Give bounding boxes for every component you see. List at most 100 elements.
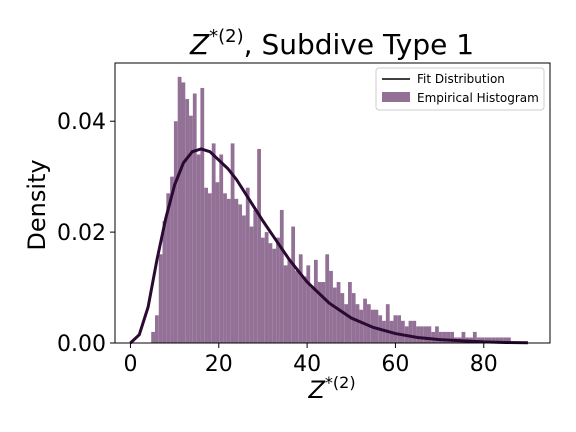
histogram-bar	[155, 315, 159, 343]
plot-frame	[114, 62, 551, 344]
histogram-bar	[223, 193, 227, 343]
histogram-bar	[408, 320, 413, 343]
histogram-bar	[181, 82, 186, 343]
y-axis-ticks: 0.00 0.02 0.04	[57, 110, 115, 357]
histogram-bar	[162, 221, 167, 343]
x-tick-label: 20	[205, 352, 233, 377]
legend-hist-swatch	[382, 92, 410, 102]
x-tick-label: 40	[293, 352, 321, 377]
histogram-bar	[196, 154, 201, 343]
y-tick-label: 0.02	[57, 221, 106, 246]
histogram-bar	[480, 337, 485, 343]
x-tick-label: 0	[123, 352, 137, 377]
histogram-bar	[446, 331, 451, 343]
histogram-bar	[185, 99, 190, 343]
histogram-bar	[260, 237, 265, 343]
histogram-bar	[215, 182, 220, 343]
histogram-bar	[355, 304, 360, 343]
histogram-bar	[207, 193, 212, 343]
histogram-bar	[385, 304, 390, 343]
histogram-bar	[204, 187, 208, 343]
histogram-bar	[158, 254, 163, 343]
histogram-bar	[442, 331, 447, 343]
histogram-bar	[302, 276, 307, 343]
histogram-bar	[298, 254, 303, 343]
histogram-bar	[332, 287, 337, 343]
histogram-bar	[317, 282, 322, 343]
x-tick-label: 80	[470, 352, 498, 377]
y-axis-label: Density	[23, 159, 51, 250]
histogram-bar	[234, 198, 239, 343]
histogram-bar	[295, 270, 299, 343]
histogram-bar	[211, 143, 216, 343]
histogram-bar	[166, 193, 171, 343]
legend-label-fit: Fit Distribution	[417, 72, 505, 86]
histogram-bar	[488, 337, 492, 343]
histogram-bar	[310, 287, 314, 343]
histogram-bar	[412, 320, 417, 343]
histogram-bar	[450, 331, 454, 343]
histogram-bar	[249, 226, 254, 343]
histogram-bar	[200, 87, 205, 343]
histogram-bar	[397, 315, 401, 343]
histogram-bar	[291, 226, 296, 343]
histogram-bar	[245, 187, 250, 343]
histogram-bar	[173, 121, 178, 343]
histogram-bar	[325, 254, 330, 343]
legend-label-hist: Empirical Histogram	[417, 91, 539, 105]
histogram-bar	[151, 331, 155, 343]
histogram-bar	[506, 337, 511, 343]
histogram-bar	[495, 337, 500, 343]
histogram-bar	[340, 293, 345, 343]
histogram-bar	[503, 337, 507, 343]
histogram-bar	[257, 148, 261, 343]
legend: Fit Distribution Empirical Histogram	[375, 67, 545, 111]
histogram-bar	[189, 115, 193, 343]
histogram-bar	[419, 326, 424, 343]
histogram-bar	[192, 93, 197, 343]
histogram-bar	[253, 209, 258, 343]
histogram-bar	[366, 304, 371, 343]
histogram-bar	[219, 154, 224, 343]
x-axis-label: Z*(2)	[307, 373, 355, 404]
histogram-bar	[393, 315, 398, 343]
histogram-bar	[287, 259, 292, 343]
histogram-bar	[363, 298, 367, 343]
histogram-bar	[242, 215, 246, 343]
histogram-bar	[499, 337, 504, 343]
legend-box	[375, 67, 545, 111]
histogram-bar	[279, 209, 284, 343]
histogram-bar	[359, 309, 364, 343]
histogram-bar	[427, 326, 432, 343]
histogram-bars	[151, 76, 511, 344]
y-tick-label: 0.00	[57, 332, 106, 357]
x-axis-ticks: 0 20 40 60 80	[123, 343, 498, 377]
histogram-bar	[461, 331, 466, 343]
histogram-bar	[321, 282, 326, 343]
histogram-bar	[226, 198, 231, 343]
histogram-bar	[177, 76, 182, 344]
histogram-bar	[438, 331, 443, 343]
histogram-bar	[401, 320, 405, 343]
fit-distribution-line	[129, 147, 528, 345]
histogram-bar	[491, 337, 496, 343]
histogram-bar	[230, 143, 235, 343]
histogram-bar	[329, 270, 333, 343]
histogram-bar	[283, 265, 288, 343]
histogram-bar	[238, 204, 243, 343]
histogram-bar	[423, 326, 428, 343]
histogram-bar	[268, 243, 273, 343]
histogram-bar	[431, 331, 436, 343]
histogram-bar	[348, 282, 352, 343]
histogram-bar	[344, 304, 349, 343]
histogram-bar	[336, 282, 341, 343]
histogram-bar	[272, 248, 277, 343]
x-tick-label: 60	[381, 352, 409, 377]
y-tick-label: 0.04	[57, 110, 106, 135]
histogram-bar	[484, 337, 489, 343]
histogram-bar	[472, 331, 477, 343]
histogram-bar	[435, 326, 439, 343]
histogram-bar	[313, 259, 318, 343]
histogram-bar	[264, 232, 269, 343]
